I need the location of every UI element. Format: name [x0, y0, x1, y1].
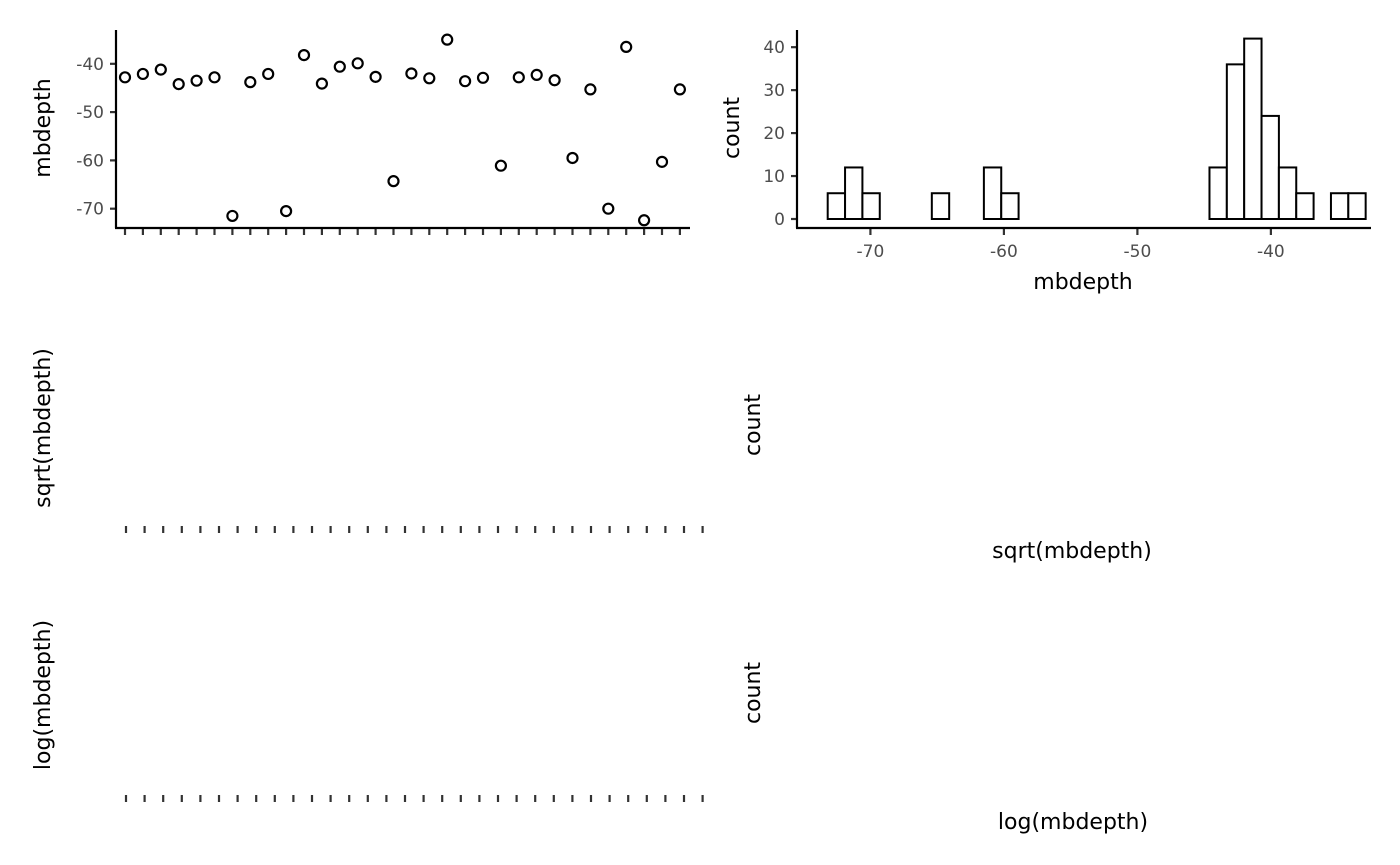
data-point [369, 70, 382, 83]
x-axis-title: sqrt(mbdepth) [992, 539, 1152, 564]
panel-mbdepth-points: -70 -60 -50 -40 mbdepth [31, 30, 690, 235]
y-axis-title: count [720, 97, 745, 159]
x-tick-label: -60 [990, 242, 1018, 262]
y-axis-title: count [741, 662, 766, 724]
x-axis-title: log(mbdepth) [998, 810, 1148, 835]
x-tick-label: -70 [857, 242, 885, 262]
y-tick-label: -60 [76, 151, 104, 171]
histogram-bar [1260, 114, 1280, 220]
x-axis-ticks: -70 -60 -50 -40 [857, 228, 1285, 262]
y-axis-title: mbdepth [31, 78, 56, 177]
data-point [584, 83, 597, 96]
panel-log-histogram: count log(mbdepth) [741, 662, 1148, 835]
y-tick-label: 30 [763, 81, 785, 101]
y-tick-label: 10 [763, 167, 785, 187]
data-point [315, 77, 328, 90]
points [118, 33, 687, 227]
y-axis-title: sqrt(mbdepth) [31, 348, 56, 508]
data-point [548, 74, 561, 87]
x-axis-title: mbdepth [1033, 270, 1132, 295]
y-axis-ticks: 0 10 20 30 40 [763, 38, 797, 230]
data-point [566, 151, 579, 165]
y-tick-label: 40 [763, 38, 785, 58]
x-axis-ticks [123, 228, 682, 235]
y-tick-label: 20 [763, 124, 785, 144]
data-point [136, 67, 149, 81]
histogram-bar [1347, 192, 1367, 221]
y-axis-title: count [741, 394, 766, 456]
y-tick-label: -70 [76, 200, 104, 220]
data-point [351, 57, 364, 70]
histogram-bar [1225, 63, 1246, 221]
data-point [118, 71, 132, 84]
histogram-bar [826, 192, 847, 221]
data-point [244, 76, 257, 89]
data-point [637, 214, 651, 227]
y-axis-ticks: -70 -60 -50 -40 [76, 55, 116, 220]
panel-log-points: log(mbdepth) [31, 620, 704, 802]
y-axis-title: log(mbdepth) [31, 620, 56, 770]
x-axis-ticks [124, 526, 704, 533]
data-point [530, 68, 543, 82]
data-point [297, 49, 311, 62]
data-point [459, 75, 472, 88]
data-point [602, 202, 615, 215]
data-point [673, 83, 687, 96]
x-tick-label: -50 [1124, 242, 1152, 262]
histogram-bar [1243, 37, 1263, 220]
y-tick-label: 0 [774, 210, 785, 230]
histogram-bar [982, 166, 1003, 220]
data-point [190, 74, 203, 87]
data-point [512, 71, 525, 84]
data-point [620, 40, 633, 54]
data-point [423, 72, 436, 85]
data-point [655, 155, 669, 168]
histogram-bars [826, 37, 1367, 221]
x-tick-label: -40 [1257, 242, 1285, 262]
y-tick-label: -40 [76, 55, 104, 75]
histogram-bar [1208, 166, 1228, 220]
data-point [262, 67, 275, 81]
x-axis-ticks [124, 795, 704, 802]
data-point [154, 63, 167, 76]
data-point [280, 204, 293, 218]
data-point [441, 33, 454, 46]
histogram-bar [1295, 192, 1315, 221]
histogram-bar [861, 192, 881, 221]
data-point [405, 67, 418, 80]
histogram-bar [1277, 166, 1298, 220]
panel-mbdepth-histogram: 0 10 20 30 40 -70 -60 -50 -40 count mbdepth [720, 30, 1371, 295]
panel-sqrt-histogram: count sqrt(mbdepth) [741, 394, 1152, 564]
data-point [494, 159, 507, 172]
data-point [333, 60, 346, 73]
histogram-bar [1000, 192, 1020, 221]
y-tick-label: -50 [76, 103, 104, 123]
data-point [226, 209, 239, 223]
data-point [208, 71, 221, 84]
data-point [476, 71, 490, 84]
data-point [172, 77, 185, 91]
panel-sqrt-points: sqrt(mbdepth) [31, 348, 704, 533]
histogram-bar [1329, 192, 1350, 221]
histogram-bar [930, 192, 951, 221]
data-point [387, 175, 400, 188]
histogram-bar [844, 166, 864, 220]
